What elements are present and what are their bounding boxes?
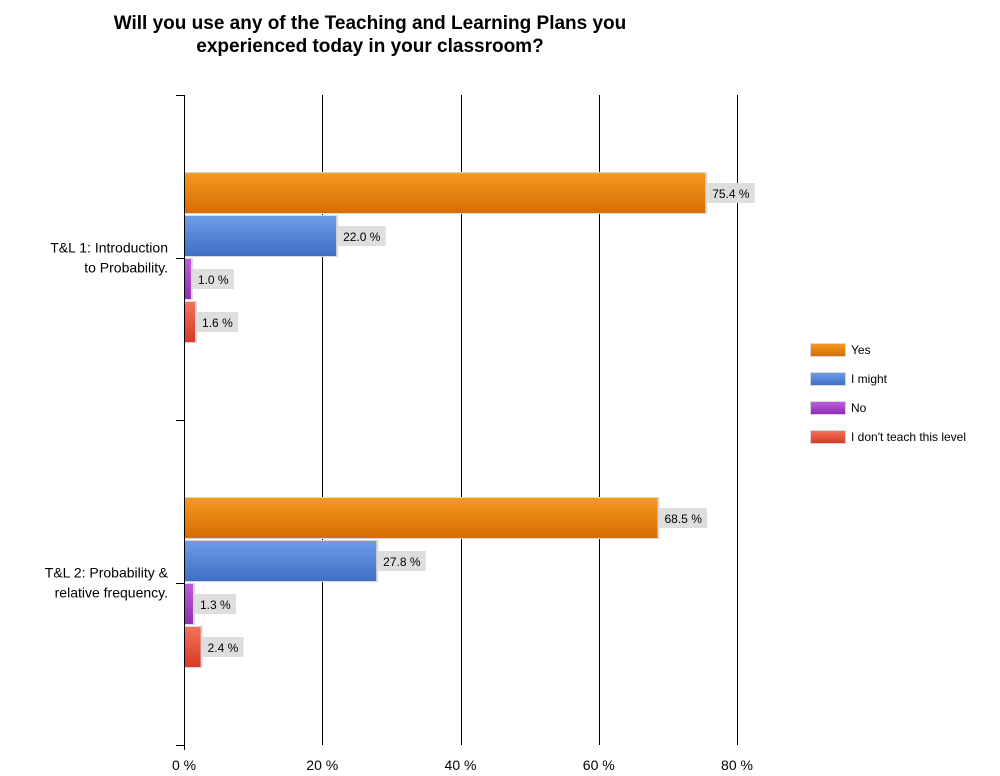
bar-no-1 (184, 584, 193, 624)
data-label-1-0: 22.0 % (343, 230, 381, 244)
data-label-0-0: 75.4 % (712, 187, 750, 201)
bar-yes-0 (184, 173, 705, 213)
x-tick-label-20: 20 % (306, 757, 338, 773)
legend-swatch-2 (811, 402, 845, 414)
data-label-3-1: 2.4 % (208, 641, 239, 655)
bar-i-might-1 (184, 541, 376, 581)
data-label-2-0: 1.0 % (198, 273, 229, 287)
legend-label-0: Yes (851, 343, 871, 357)
x-tick-label-0: 0 % (172, 757, 196, 773)
data-label-3-0: 1.6 % (202, 316, 233, 330)
legend-label-2: No (851, 401, 867, 415)
x-tick-label-40: 40 % (445, 757, 477, 773)
legend-swatch-0 (811, 344, 845, 356)
x-tick-label-80: 80 % (721, 757, 753, 773)
category-label-1-1: relative frequency. (55, 585, 168, 601)
x-tick-label-60: 60 % (583, 757, 615, 773)
legend: Yes I might No I don't teach this level (810, 343, 966, 444)
legend-swatch-3 (811, 431, 845, 443)
bar-i-don-t-teach-this-level-1 (184, 627, 201, 667)
legend-label-3: I don't teach this level (851, 430, 966, 444)
bar-i-don-t-teach-this-level-0 (184, 302, 195, 342)
data-label-2-1: 1.3 % (200, 598, 231, 612)
bar-i-might-0 (184, 216, 336, 256)
data-label-1-1: 27.8 % (383, 555, 421, 569)
legend-swatch-1 (811, 373, 845, 385)
bar-yes-1 (184, 498, 658, 538)
data-label-0-1: 68.5 % (665, 512, 703, 526)
bar-no-0 (184, 259, 191, 299)
category-label-0-0: T&L 1: Introduction (50, 240, 168, 256)
bars: 75.4 % 22.0 % 1.0 % 1.6 % 68.5 % 27.8 % 1.3 % 2… (184, 172, 755, 668)
category-label-1-0: T&L 2: Probability & (45, 565, 169, 581)
category-label-0-1: to Probability. (84, 260, 168, 276)
legend-label-1: I might (851, 372, 888, 386)
